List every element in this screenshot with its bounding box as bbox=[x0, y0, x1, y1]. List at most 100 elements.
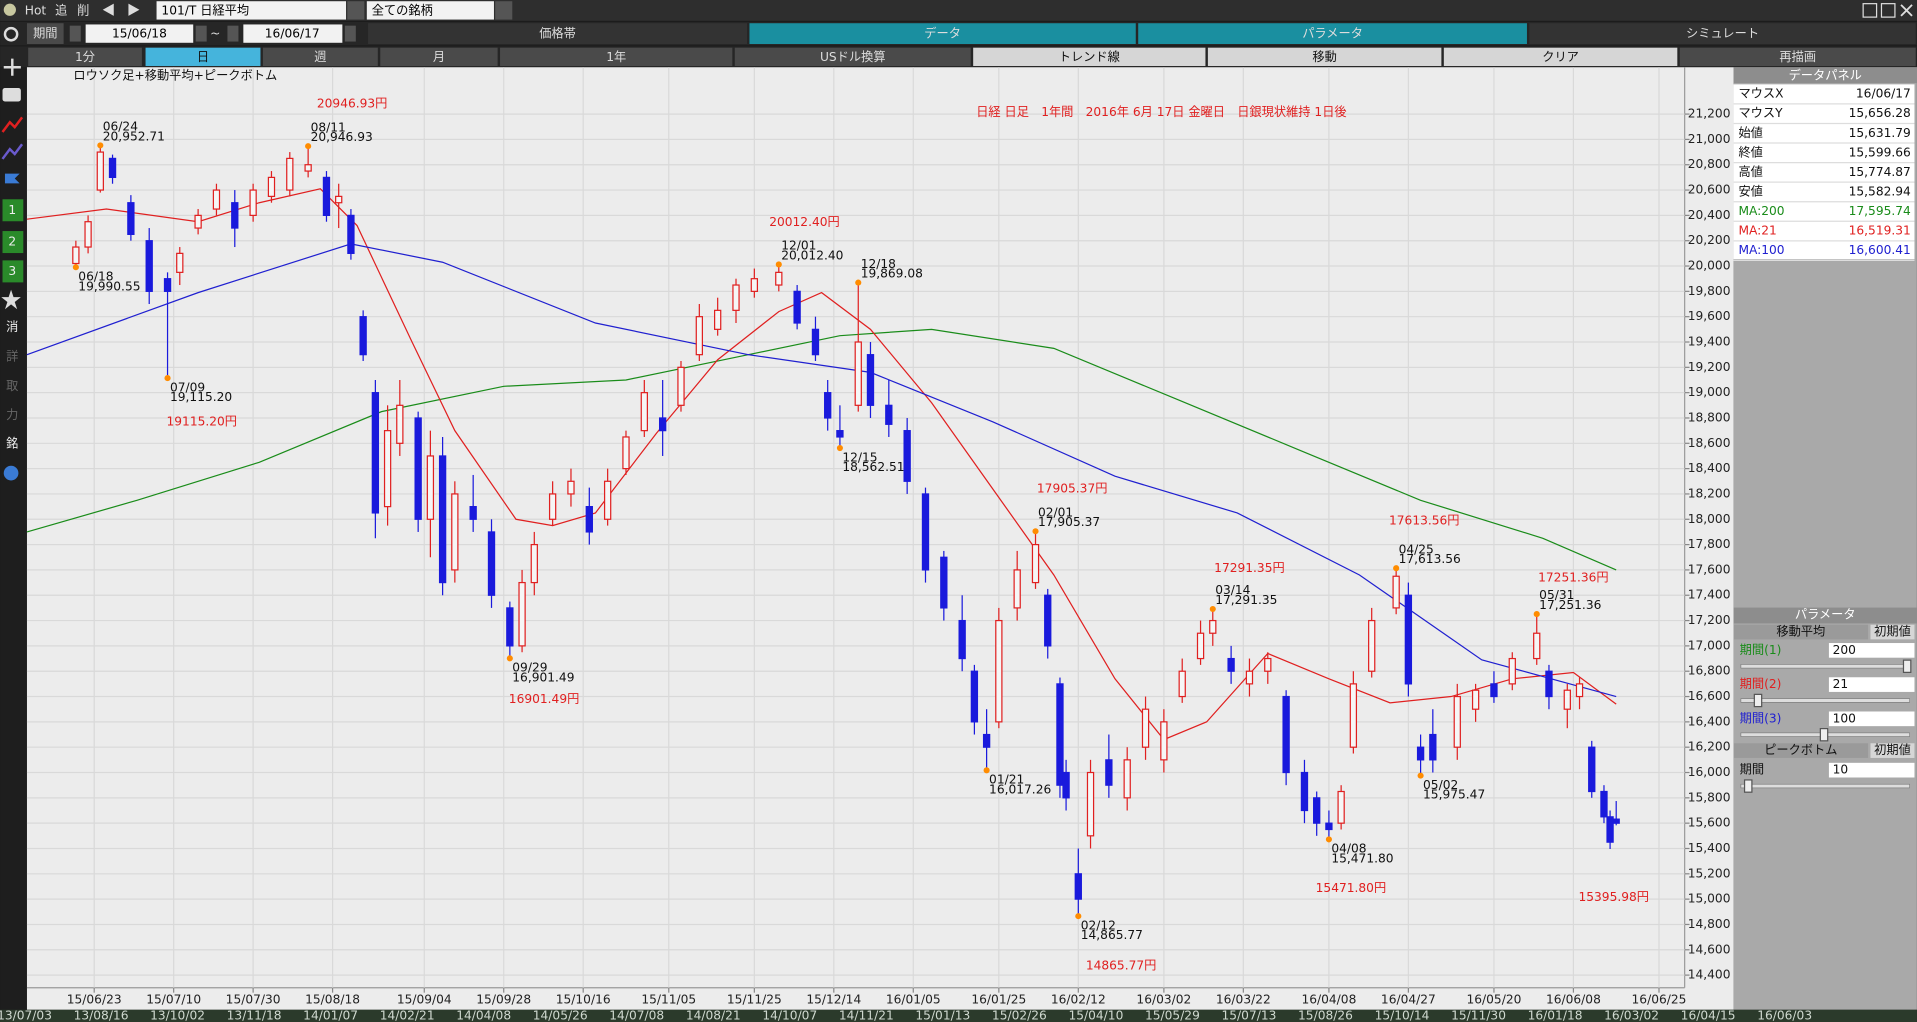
reset-button-label[interactable]: 初期値 bbox=[1874, 624, 1911, 639]
date-arrow[interactable] bbox=[69, 25, 81, 42]
toolbar-button[interactable] bbox=[145, 47, 261, 67]
moving-average-line bbox=[26, 188, 1617, 741]
slider-thumb[interactable] bbox=[1902, 659, 1912, 673]
settings-icon[interactable] bbox=[3, 465, 19, 481]
toolbar-button-label[interactable]: クリア bbox=[1542, 50, 1579, 64]
overview-date: 13/11/18 bbox=[227, 1008, 282, 1022]
toolbar-button[interactable] bbox=[500, 47, 733, 67]
toolbar-button[interactable] bbox=[734, 47, 971, 67]
add-icon[interactable] bbox=[3, 58, 21, 76]
tab[interactable] bbox=[749, 23, 1136, 45]
toolbar-button-label[interactable]: 1年 bbox=[606, 50, 626, 64]
date-arrow[interactable] bbox=[195, 25, 207, 42]
prev-button[interactable] bbox=[102, 3, 114, 16]
toolbar-button-label[interactable]: 週 bbox=[314, 50, 326, 64]
toolbar-button[interactable] bbox=[1207, 47, 1442, 67]
flag-icon[interactable] bbox=[4, 173, 20, 194]
sidebar-item[interactable]: 詳 bbox=[6, 348, 18, 363]
overview-date: 14/04/08 bbox=[456, 1008, 511, 1022]
tab-label[interactable]: パラメータ bbox=[1302, 27, 1363, 41]
from-field[interactable] bbox=[85, 24, 194, 43]
overview-date: 15/10/14 bbox=[1375, 1008, 1430, 1022]
sidebar-item[interactable]: 3 bbox=[8, 264, 16, 278]
toolbar-button[interactable] bbox=[1443, 47, 1678, 67]
slider-track[interactable] bbox=[1740, 664, 1910, 669]
slider-thumb[interactable] bbox=[1819, 727, 1829, 742]
reset-button[interactable] bbox=[1870, 743, 1915, 758]
y-tick-label: 14,600 bbox=[1688, 942, 1731, 956]
tab[interactable] bbox=[1529, 23, 1916, 45]
to-field[interactable] bbox=[243, 24, 343, 43]
y-tick-label: 17,200 bbox=[1688, 613, 1731, 627]
delete-button[interactable]: 削 bbox=[77, 4, 89, 18]
toolbar-button[interactable] bbox=[28, 47, 142, 67]
toolbar-button-label[interactable]: 移動 bbox=[1312, 50, 1336, 64]
date-arrow[interactable] bbox=[227, 25, 239, 42]
x-tick-label: 16/01/05 bbox=[886, 992, 941, 1006]
next-button[interactable] bbox=[128, 3, 140, 16]
add-button[interactable]: 追 bbox=[55, 3, 67, 18]
camera-icon[interactable] bbox=[2, 88, 21, 102]
star-icon[interactable] bbox=[1, 289, 21, 310]
slider-thumb[interactable] bbox=[1753, 693, 1763, 708]
candle-body bbox=[970, 670, 979, 723]
peak-date: 12/15 bbox=[842, 450, 877, 464]
search-icon[interactable] bbox=[3, 26, 19, 42]
toolbar-button[interactable] bbox=[262, 47, 378, 67]
maximize-button[interactable] bbox=[1880, 3, 1896, 18]
tab-label[interactable]: データ bbox=[924, 26, 961, 41]
reset-button-label[interactable]: 初期値 bbox=[1874, 742, 1911, 757]
universe-dropdown[interactable] bbox=[495, 1, 513, 20]
tab-label[interactable]: 価格帯 bbox=[539, 26, 576, 41]
peak-value: 20,946.93 bbox=[311, 130, 373, 144]
candle-body bbox=[854, 341, 862, 406]
candle-body bbox=[1533, 632, 1541, 660]
slider-track[interactable] bbox=[1740, 698, 1910, 703]
toolbar-button-label[interactable]: トレンド線 bbox=[1059, 49, 1120, 64]
ma-period-field[interactable] bbox=[1828, 643, 1915, 658]
sidebar-number-bg[interactable] bbox=[2, 231, 24, 254]
toolbar-button-label[interactable]: 月 bbox=[433, 50, 445, 64]
toolbar-button[interactable] bbox=[380, 47, 498, 67]
candle-body bbox=[163, 278, 172, 292]
toolbar-button-label[interactable]: USドル換算 bbox=[820, 49, 886, 64]
minimize-button[interactable] bbox=[1862, 3, 1878, 18]
slider-thumb[interactable] bbox=[1743, 779, 1753, 793]
symbol-field[interactable] bbox=[156, 1, 347, 20]
chart-icon[interactable] bbox=[1, 116, 24, 133]
data-row-value: 15,656.28 bbox=[1849, 106, 1911, 120]
tab[interactable] bbox=[1138, 23, 1527, 45]
peak-period-field[interactable] bbox=[1828, 762, 1915, 778]
reset-button[interactable] bbox=[1870, 624, 1915, 640]
toolbar-button[interactable] bbox=[1679, 47, 1916, 67]
toolbar-button-label[interactable]: 再描画 bbox=[1779, 50, 1816, 64]
toolbar-button-label[interactable]: 日 bbox=[197, 50, 209, 64]
toolbar-button-label[interactable]: 1分 bbox=[75, 50, 95, 64]
sidebar-number-bg[interactable] bbox=[2, 260, 24, 283]
tab[interactable] bbox=[368, 23, 748, 45]
sidebar-item[interactable]: 1 bbox=[8, 203, 16, 217]
chart-icon-2[interactable] bbox=[1, 143, 24, 160]
candle-body bbox=[212, 189, 221, 210]
date-arrow[interactable] bbox=[344, 25, 356, 42]
sidebar-item[interactable]: 力 bbox=[6, 408, 18, 422]
bulb-icon[interactable] bbox=[3, 3, 16, 16]
sidebar-item[interactable]: 銘 bbox=[6, 435, 18, 450]
hot-button[interactable]: Hot bbox=[25, 4, 47, 18]
sidebar-item[interactable]: 消 bbox=[6, 320, 18, 334]
sidebar-item[interactable]: 取 bbox=[6, 379, 18, 393]
overview-date: 14/02/21 bbox=[380, 1008, 435, 1022]
peak-value: 17,905.37 bbox=[1038, 515, 1100, 529]
sidebar-item[interactable]: 2 bbox=[8, 235, 16, 249]
tab-label[interactable]: シミュレート bbox=[1686, 27, 1759, 41]
universe-field[interactable] bbox=[366, 1, 494, 20]
symbol-dropdown[interactable] bbox=[347, 1, 365, 20]
sidebar-number-bg[interactable] bbox=[2, 199, 24, 222]
toolbar-button[interactable] bbox=[973, 47, 1206, 67]
y-tick-label: 19,000 bbox=[1688, 385, 1731, 399]
slider-track[interactable] bbox=[1740, 783, 1910, 789]
ma-period-field[interactable] bbox=[1828, 711, 1915, 727]
ma-period-field[interactable] bbox=[1828, 677, 1915, 692]
close-button[interactable] bbox=[1900, 4, 1913, 17]
